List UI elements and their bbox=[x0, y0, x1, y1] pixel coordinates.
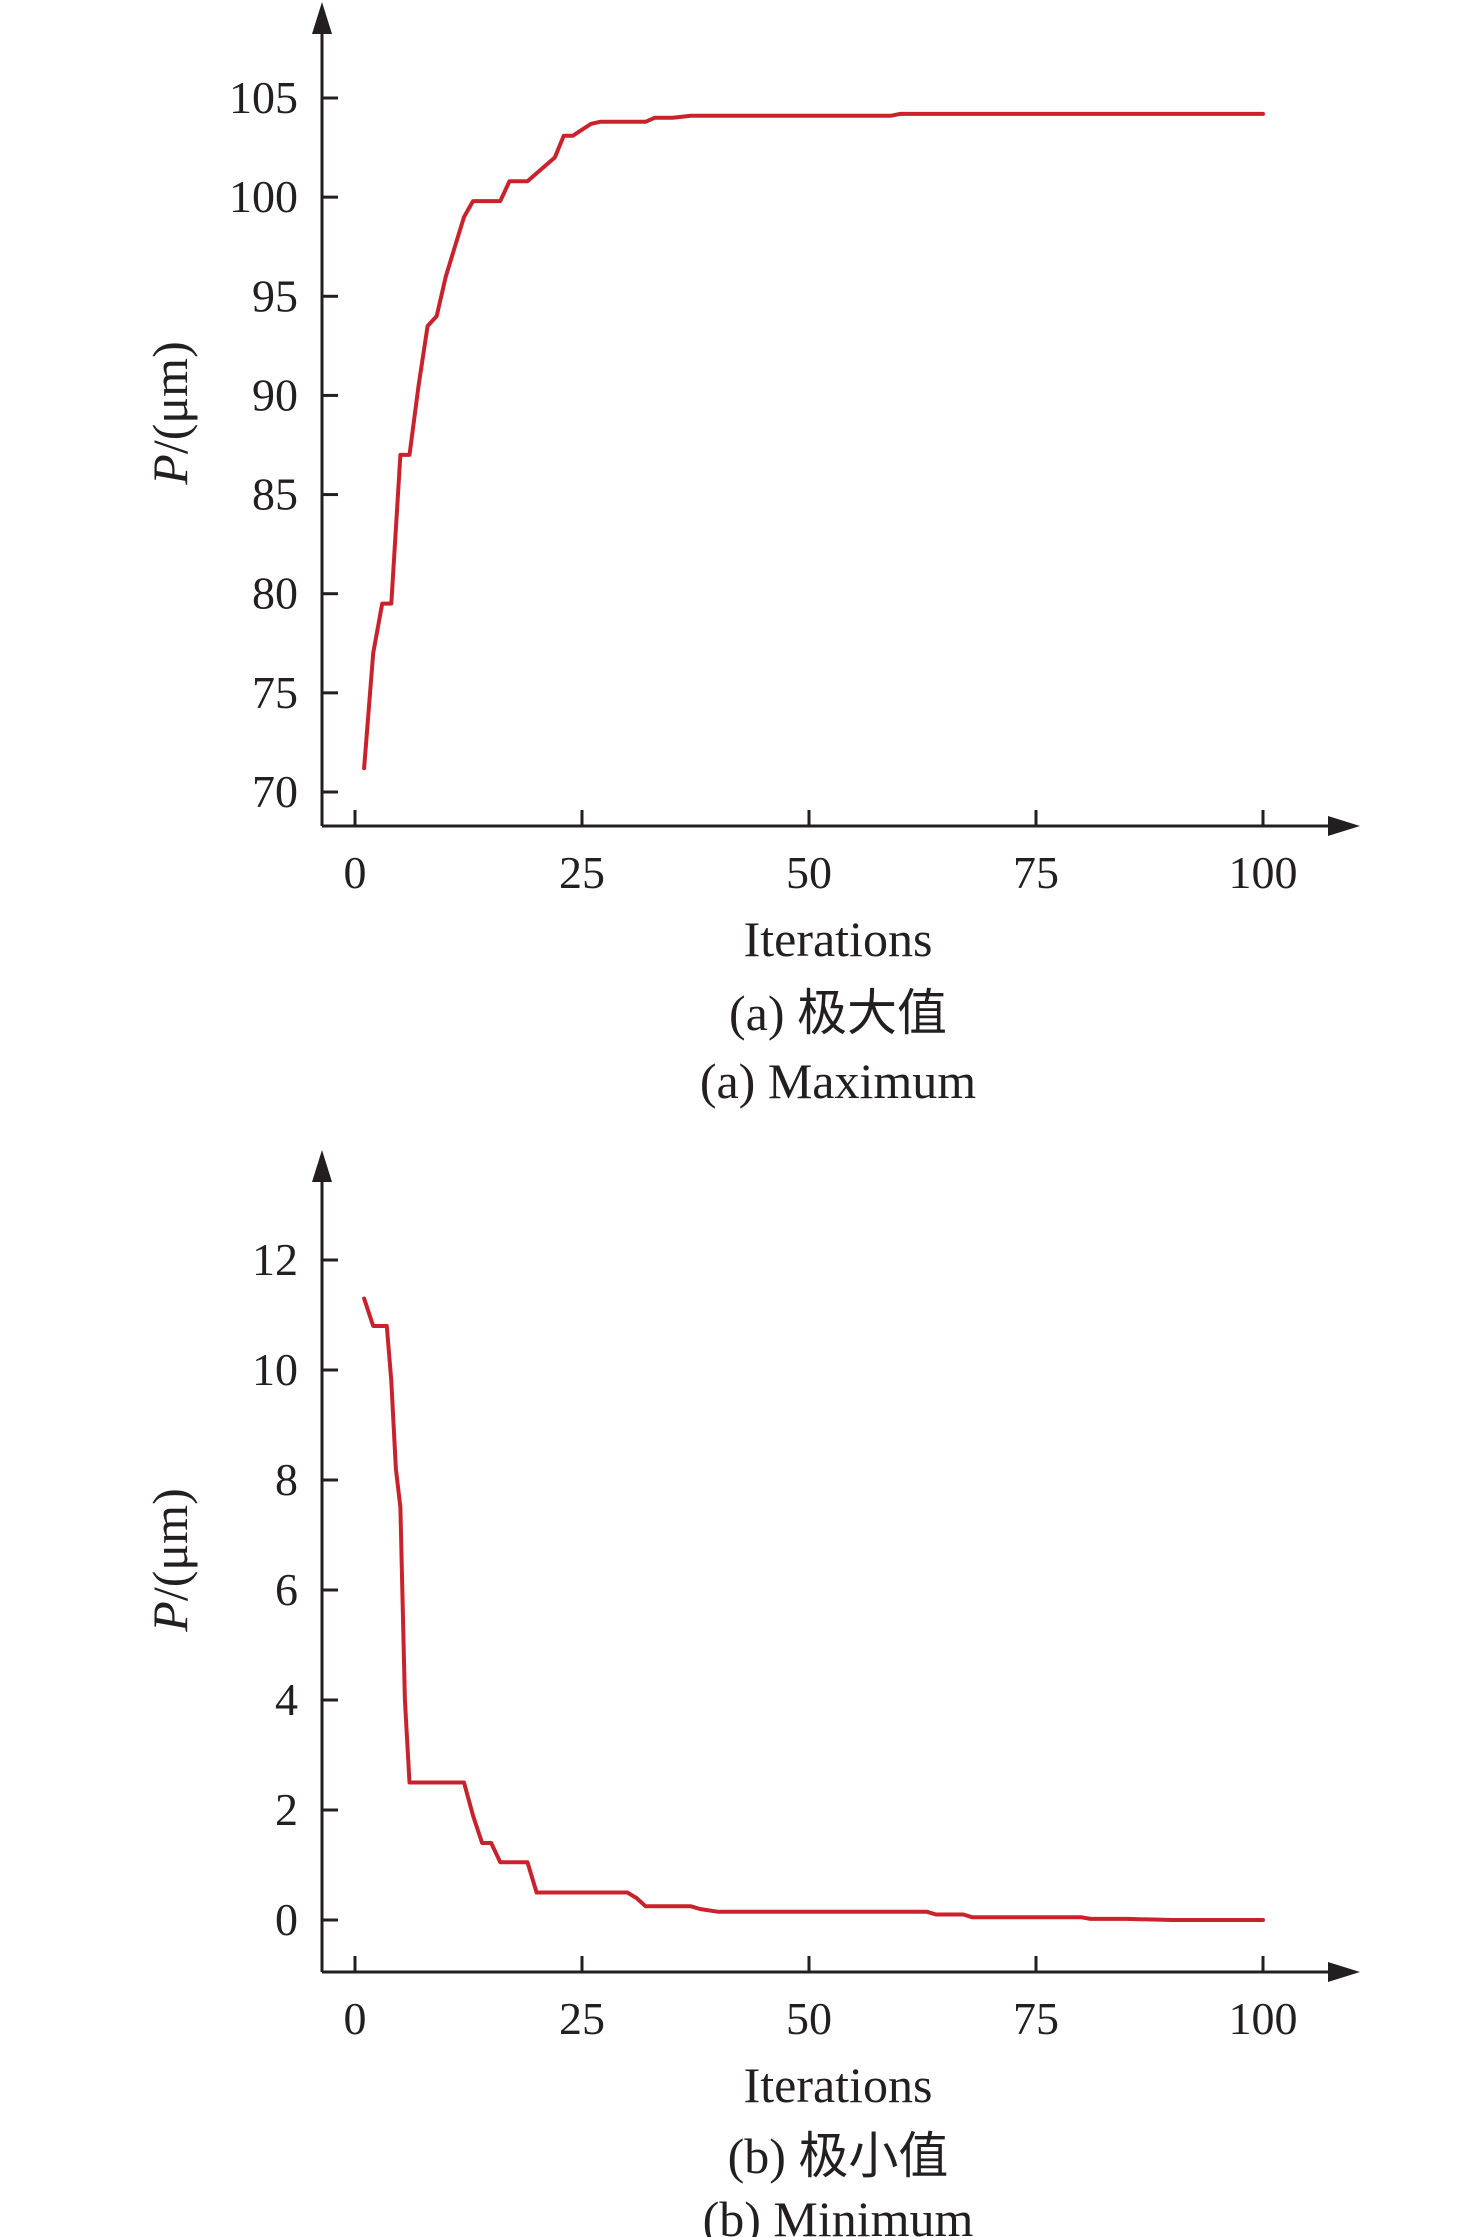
y-tick-label: 105 bbox=[229, 72, 298, 123]
x-tick-label: 75 bbox=[1013, 1993, 1059, 2044]
y-tick-label: 80 bbox=[252, 568, 298, 619]
y-axis-label: P/(μm) bbox=[142, 341, 198, 485]
y-tick-label: 0 bbox=[275, 1894, 298, 1945]
y-tick-label: 12 bbox=[252, 1234, 298, 1285]
x-tick-label: 25 bbox=[559, 847, 605, 898]
y-tick-label: 70 bbox=[252, 766, 298, 817]
caption-english: (b) Minimum bbox=[703, 2191, 974, 2237]
caption-chinese: (a) 极大值 bbox=[729, 985, 947, 1041]
series-polyline bbox=[362, 111, 1265, 771]
y-axis-label: P/(μm) bbox=[142, 1488, 198, 1632]
y-tick-label: 95 bbox=[252, 270, 298, 321]
y-tick-label: 2 bbox=[275, 1784, 298, 1835]
y-ticks: 0 2 4 6 8 10 12 bbox=[252, 1234, 338, 1945]
x-tick-label: 100 bbox=[1229, 1993, 1298, 2044]
x-ticks: 0 25 50 75 100 bbox=[344, 1956, 1298, 2044]
x-tick-label: 0 bbox=[344, 1993, 367, 2044]
x-axis-label: Iterations bbox=[744, 2057, 933, 2113]
x-tick-label: 0 bbox=[344, 847, 367, 898]
x-tick-label: 100 bbox=[1229, 847, 1298, 898]
y-tick-label: 90 bbox=[252, 369, 298, 420]
x-axis-arrow bbox=[1328, 1962, 1360, 1982]
y-ticks: 70 75 80 85 90 95 100 105 bbox=[229, 72, 338, 817]
y-tick-label: 75 bbox=[252, 667, 298, 718]
x-tick-label: 25 bbox=[559, 1993, 605, 2044]
y-tick-label: 8 bbox=[275, 1454, 298, 1505]
series-line bbox=[362, 111, 1265, 771]
caption-chinese: (b) 极小值 bbox=[728, 2128, 949, 2184]
y-tick-label: 10 bbox=[252, 1344, 298, 1395]
y-tick-label: 4 bbox=[275, 1674, 298, 1725]
caption-english: (a) Maximum bbox=[700, 1053, 976, 1109]
y-axis-arrow bbox=[312, 2, 332, 34]
y-tick-label: 85 bbox=[252, 469, 298, 520]
x-tick-label: 50 bbox=[786, 847, 832, 898]
x-axis-arrow bbox=[1328, 816, 1360, 836]
series-line bbox=[362, 1296, 1265, 1922]
series-polyline bbox=[362, 1296, 1265, 1922]
x-tick-label: 50 bbox=[786, 1993, 832, 2044]
y-axis-arrow bbox=[312, 1150, 332, 1182]
chart-minimum: 0 2 4 6 8 10 12 0 25 50 75 100 P/(μm) Iterations (… bbox=[142, 1150, 1360, 2237]
y-tick-label: 100 bbox=[229, 171, 298, 222]
x-ticks: 0 25 50 75 100 bbox=[344, 810, 1298, 898]
chart-maximum: 70 75 80 85 90 95 100 105 0 25 50 75 100 P/(μm) Ite… bbox=[142, 2, 1360, 1109]
y-tick-label: 6 bbox=[275, 1564, 298, 1615]
x-axis-label: Iterations bbox=[744, 911, 933, 967]
x-tick-label: 75 bbox=[1013, 847, 1059, 898]
